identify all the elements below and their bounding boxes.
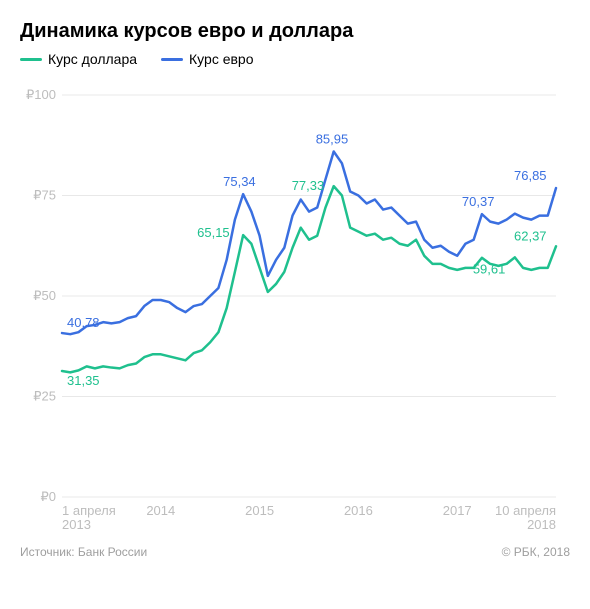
svg-text:62,37: 62,37 [514,228,547,243]
source-text: Источник: Банк России [20,545,147,559]
chart-title: Динамика курсов евро и доллара [20,20,570,43]
svg-text:2013: 2013 [62,517,91,532]
svg-text:₽75: ₽75 [33,188,56,203]
copyright-text: © РБК, 2018 [502,545,570,559]
legend-label-usd: Курс доллара [48,51,137,67]
svg-text:77,33: 77,33 [292,178,325,193]
svg-text:85,95: 85,95 [316,131,349,146]
svg-text:75,34: 75,34 [223,174,256,189]
svg-text:76,85: 76,85 [514,168,547,183]
svg-text:₽50: ₽50 [33,288,56,303]
legend-swatch-eur [161,58,183,61]
chart-card: Динамика курсов евро и доллара Курс долл… [0,0,590,609]
svg-text:2016: 2016 [344,503,373,518]
svg-text:2014: 2014 [146,503,175,518]
footer: Источник: Банк России © РБК, 2018 [20,545,570,559]
svg-text:₽25: ₽25 [33,389,56,404]
svg-text:40,78: 40,78 [67,315,100,330]
legend-swatch-usd [20,58,42,61]
svg-text:59,61: 59,61 [473,261,506,276]
svg-text:₽0: ₽0 [40,489,56,504]
svg-text:70,37: 70,37 [462,194,495,209]
svg-text:1 апреля: 1 апреля [62,503,116,518]
line-chart: ₽0 ₽25 ₽50 ₽75 ₽100 1 апреля2013 2014 2015 2016 2… [20,77,570,537]
svg-text:31,35: 31,35 [67,373,100,388]
svg-text:2018: 2018 [527,517,556,532]
svg-text:2015: 2015 [245,503,274,518]
legend-item-eur: Курс евро [161,51,253,67]
svg-text:₽100: ₽100 [26,87,56,102]
chart-area: ₽0 ₽25 ₽50 ₽75 ₽100 1 апреля2013 2014 2015 2016 2… [20,77,570,537]
svg-text:65,15: 65,15 [197,225,230,240]
legend: Курс доллара Курс евро [20,51,570,67]
svg-text:2017: 2017 [443,503,472,518]
svg-text:10 апреля: 10 апреля [495,503,556,518]
legend-item-usd: Курс доллара [20,51,137,67]
legend-label-eur: Курс евро [189,51,253,67]
